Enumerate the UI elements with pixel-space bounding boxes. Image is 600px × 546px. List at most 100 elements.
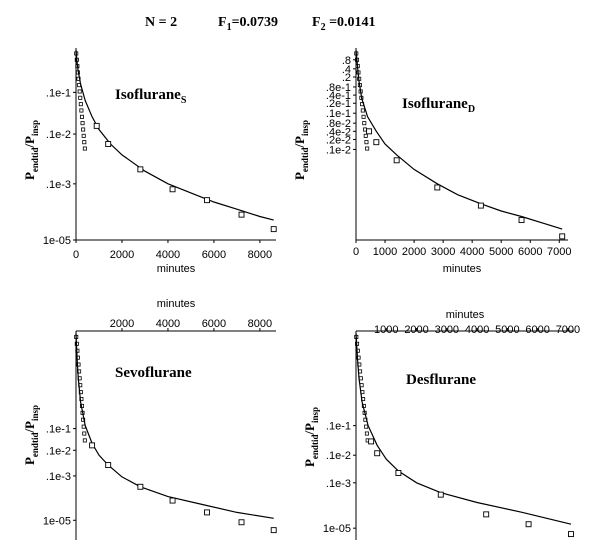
fit-line-isoS <box>75 49 274 221</box>
x-tick-label-isoD: 7000 <box>547 246 571 258</box>
early-point-isoD <box>356 70 361 75</box>
early-point-isoS <box>81 133 86 138</box>
data-point-des <box>483 511 490 518</box>
early-point-sevo <box>74 341 79 346</box>
panel-title-sevo: Sevoflurane <box>115 365 192 381</box>
x-tick-label-isoS: 8000 <box>248 249 272 261</box>
y-label-num-sub: endtid <box>300 148 310 173</box>
early-point-sevo <box>78 383 83 388</box>
y-label-num-sub: endtid <box>310 435 320 460</box>
header-n: N = 2 <box>145 15 177 30</box>
y-tick-label-des: .1e-2 <box>326 450 351 462</box>
y-tick-label-isoS: .1e-1 <box>46 87 71 99</box>
data-point-des <box>437 491 444 498</box>
data-point-des <box>368 438 375 445</box>
early-point-des <box>355 341 360 346</box>
y-label-den-sub: insp <box>300 120 310 136</box>
early-point-isoS <box>77 83 82 88</box>
panel-title-isoD: IsofluraneD <box>402 96 475 115</box>
data-point-isoS <box>204 197 210 204</box>
data-point-isoD <box>559 233 566 240</box>
data-point-des <box>374 450 381 457</box>
y-tick-label-des: .1e-1 <box>326 421 351 433</box>
data-point-isoS <box>238 211 245 218</box>
data-point-isoS <box>270 226 277 233</box>
data-point-sevo <box>89 442 96 449</box>
y-label-mid: /P <box>292 136 307 149</box>
panels: 1e-05 .1e-3 .1e-2 .1e-1 0 2000 4000 6000 8000 min… <box>22 48 580 540</box>
early-point-isoD <box>363 133 368 138</box>
y-label-isoS: Pendtid/Pinsp <box>22 120 40 180</box>
x-tick-label-isoD: 1000 <box>373 246 397 258</box>
header-f2: F2 =0.0141 <box>312 15 376 33</box>
panel-title-base: Desflurane <box>406 372 476 388</box>
early-point-isoS <box>74 51 79 56</box>
early-point-sevo <box>74 334 79 339</box>
x-tick-label-isoD: 0 <box>353 246 359 258</box>
x-tick-label-isoS: 0 <box>73 249 79 261</box>
y-tick-label-isoD: .4e-2 <box>326 126 351 138</box>
panel-title-base: Sevoflurane <box>115 365 192 381</box>
early-point-sevo <box>82 431 87 436</box>
y-label-den-sub: insp <box>310 407 320 423</box>
header-f2-sub: 2 <box>321 22 326 33</box>
panel-title-base: Isoflurane <box>402 96 468 112</box>
y-tick-label-sevo: .1e-3 <box>46 471 71 483</box>
header-f1-sub: 1 <box>227 22 232 33</box>
x-tick-label-sevo: 6000 <box>202 318 226 330</box>
early-point-isoD <box>362 121 367 126</box>
y-label-num-sub: endtid <box>30 433 40 458</box>
y-tick-label-isoD: .2e-1 <box>326 98 351 110</box>
y-tick-label-des: .1e-3 <box>326 478 351 490</box>
y-tick-label-sevo: 1e-05 <box>43 515 71 527</box>
early-point-des <box>363 417 368 422</box>
data-point-isoS <box>137 166 144 173</box>
data-point-isoS <box>93 122 100 129</box>
data-point-sevo <box>105 462 112 469</box>
x-tick-label-isoS: 6000 <box>202 249 226 261</box>
early-point-isoS <box>79 114 84 119</box>
x-tick-label-des: 3000 <box>435 324 459 336</box>
y-tick-label-isoS: .1e-3 <box>46 179 71 191</box>
early-point-isoD <box>355 64 360 69</box>
y-label-den-sub: insp <box>30 405 40 421</box>
x-tick-label-des: 2000 <box>404 324 428 336</box>
early-point-des <box>364 431 369 436</box>
y-tick-label-isoD: .1e-2 <box>326 144 351 156</box>
early-point-sevo <box>76 362 81 367</box>
early-point-isoS <box>82 146 87 151</box>
x-tick-label-des: 5000 <box>495 324 519 336</box>
y-tick-label-isoD: .1e-1 <box>326 108 351 120</box>
early-point-des <box>362 410 367 415</box>
x-label-des: minutes <box>446 309 485 321</box>
early-point-isoS <box>74 57 79 62</box>
y-tick-label-sevo: .1e-1 <box>46 424 71 436</box>
early-point-isoS <box>78 102 83 107</box>
y-tick-label-isoD: .8e-2 <box>326 118 351 130</box>
y-label-base: P <box>292 172 307 180</box>
early-point-sevo <box>81 417 86 422</box>
early-point-des <box>354 334 359 339</box>
early-point-des <box>356 355 361 360</box>
y-label-num-sub: endtid <box>30 148 40 173</box>
x-tick-label-isoD: 6000 <box>518 246 542 258</box>
y-tick-label-des: 1e-05 <box>323 523 351 535</box>
fit-line-isoD <box>355 49 563 230</box>
y-tick-label-isoD: .4 <box>342 64 351 76</box>
fit-line-des <box>355 332 572 525</box>
header-f1: F1=0.0739 <box>218 15 278 33</box>
early-point-isoS <box>75 64 80 69</box>
data-point-isoD <box>477 202 484 209</box>
early-point-isoS <box>79 108 84 113</box>
data-point-sevo <box>204 509 210 516</box>
x-label-isoS: minutes <box>157 263 196 275</box>
early-point-isoD <box>365 146 370 151</box>
panel-sevo: 1e-05 .1e-3 .1e-2 .1e-1 2000 4000 6000 8000 minu… <box>22 298 277 540</box>
y-label-des: Pendtid/Pinsp <box>302 407 320 467</box>
x-tick-label-sevo: 4000 <box>156 318 180 330</box>
early-point-isoD <box>364 140 369 145</box>
early-point-isoS <box>80 121 85 126</box>
x-tick-label-sevo: 2000 <box>110 318 134 330</box>
y-label-mid: /P <box>302 423 317 436</box>
